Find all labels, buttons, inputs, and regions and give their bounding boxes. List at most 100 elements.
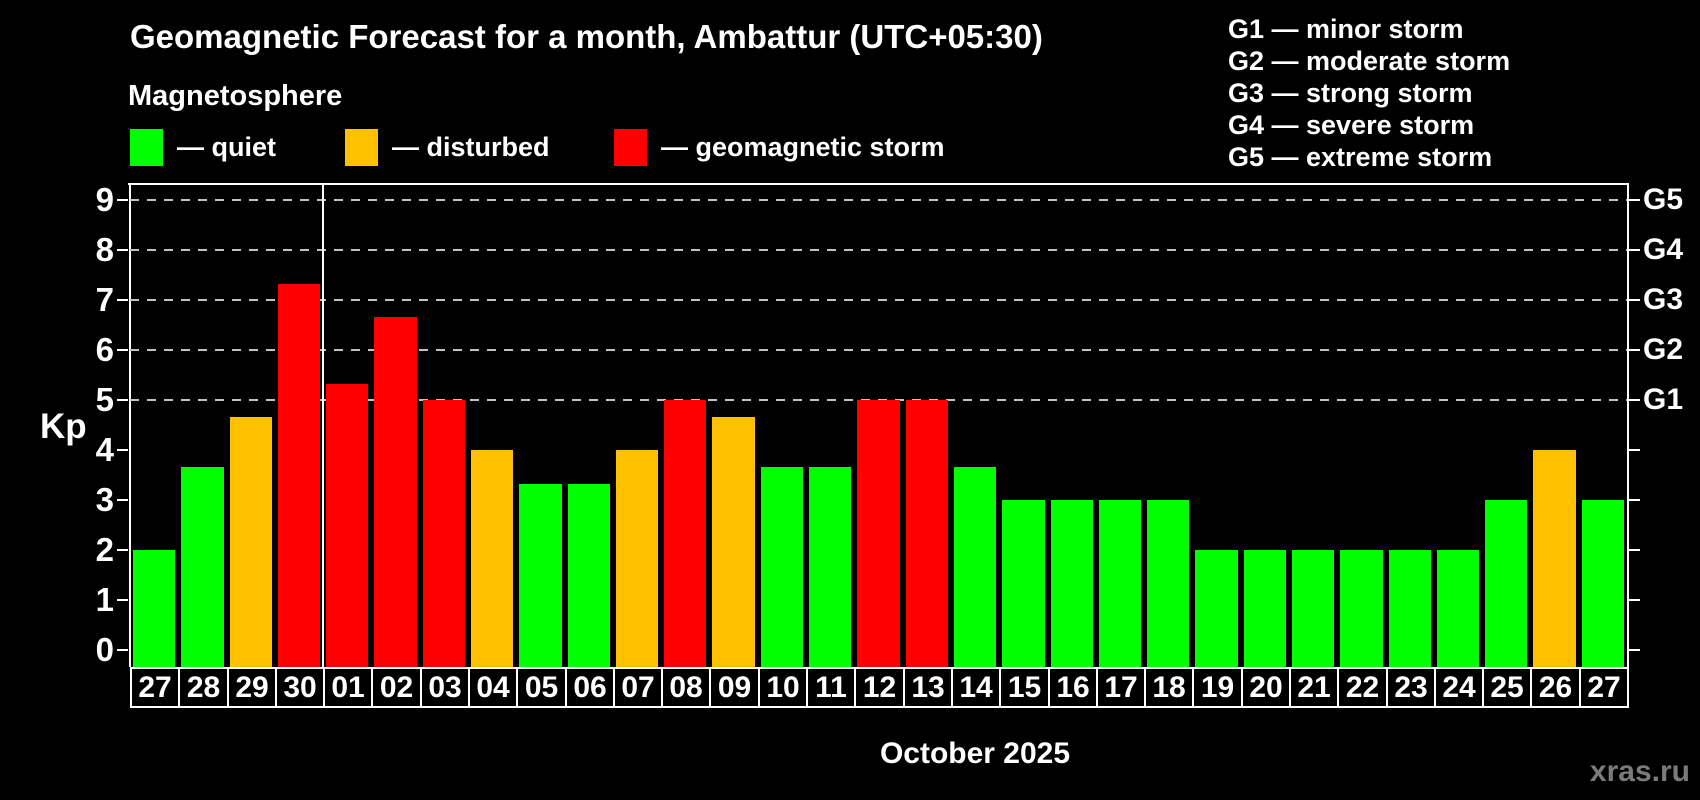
y-axis-tick-right-2 — [1629, 549, 1640, 551]
date-cell-16: 13 — [903, 667, 951, 708]
g-level-label-g4: G4 — [1643, 233, 1684, 266]
kp-bar-day-06 — [567, 483, 610, 667]
date-cell-30: 27 — [1579, 667, 1629, 708]
y-axis-label-1: 1 — [95, 581, 114, 618]
y-axis-tick-left-1 — [117, 599, 128, 601]
chart-subtitle: Magnetosphere — [128, 80, 343, 112]
storm-scale-item-g4: G4 — severe storm — [1228, 110, 1475, 140]
date-cell-20: 17 — [1096, 667, 1144, 708]
y-axis-tick-right-6 — [1629, 349, 1640, 351]
date-cell-2: 29 — [227, 667, 275, 708]
storm-scale-item-g3: G3 — strong storm — [1228, 78, 1473, 108]
date-cell-0: 27 — [130, 667, 178, 708]
y-axis-left — [129, 183, 131, 667]
storm-scale-item-g1: G1 — minor storm — [1228, 14, 1464, 44]
date-cell-10: 07 — [613, 667, 661, 708]
y-axis-label-2: 2 — [95, 531, 114, 568]
plot-top-border — [128, 183, 1629, 185]
date-cell-26: 23 — [1386, 667, 1434, 708]
y-axis-tick-right-9 — [1629, 199, 1640, 201]
date-cell-28: 25 — [1482, 667, 1530, 708]
date-cell-1: 28 — [178, 667, 227, 708]
kp-bar-day-19 — [1195, 550, 1238, 667]
storm-color-swatch-icon — [614, 128, 647, 166]
kp-bar-day-04 — [471, 450, 514, 667]
y-axis-label-9: 9 — [95, 181, 114, 218]
kp-bar-day-08 — [664, 400, 707, 667]
kp-bar-day-15 — [1002, 500, 1045, 667]
date-cell-5: 02 — [371, 667, 420, 708]
y-axis-tick-left-5 — [117, 399, 128, 401]
y-axis-tick-right-5 — [1629, 399, 1640, 401]
date-cell-9: 06 — [565, 667, 613, 708]
kp-bar-day-17 — [1098, 500, 1142, 667]
y-axis-tick-right-3 — [1629, 499, 1640, 501]
date-cell-4: 01 — [323, 667, 371, 708]
date-cell-12: 09 — [709, 667, 758, 708]
y-axis-tick-right-1 — [1629, 599, 1640, 601]
legend-label-quiet: — quiet — [177, 131, 276, 162]
legend-item-quiet: — quiet — [130, 128, 276, 166]
date-cell-3: 30 — [275, 667, 323, 708]
date-cell-27: 24 — [1434, 667, 1482, 708]
kp-bar-day-13 — [905, 400, 948, 667]
month-separator-line — [322, 183, 325, 667]
g-level-label-g1: G1 — [1643, 383, 1684, 416]
kp-bar-day-29 — [229, 416, 272, 667]
g-level-label-g2: G2 — [1643, 333, 1684, 366]
kp-bar-day-30 — [277, 283, 321, 667]
y-axis-tick-left-3 — [117, 499, 128, 501]
y-axis-label-0: 0 — [95, 631, 114, 668]
kp-bar-day-16 — [1050, 500, 1093, 667]
g-level-label-g5: G5 — [1643, 183, 1684, 216]
kp-bar-day-11 — [809, 466, 852, 667]
y-axis-tick-right-0 — [1629, 649, 1640, 651]
kp-bar-day-12 — [857, 400, 900, 667]
gridline-kp7 — [130, 299, 1627, 301]
legend-label-disturbed: — disturbed — [392, 131, 550, 162]
kp-bar-day-25 — [1485, 500, 1528, 667]
y-axis-label-5: 5 — [95, 381, 114, 418]
kp-bar-day-18 — [1147, 500, 1190, 667]
date-cell-22: 19 — [1192, 667, 1241, 708]
kp-bar-day-23 — [1388, 550, 1431, 667]
y-axis-tick-left-6 — [117, 349, 128, 351]
legend-item-disturbed: — disturbed — [345, 128, 550, 166]
date-cell-11: 08 — [661, 667, 709, 708]
gridline-kp8 — [130, 249, 1627, 251]
legend-label-storm: — geomagnetic storm — [661, 131, 945, 162]
plot-area: 0 1 2 3 4 5 6 7 8 9 G1 G2 G3 G4 G5 — [96, 181, 1683, 668]
date-cell-15: 12 — [854, 667, 903, 708]
kp-bar-day-01 — [326, 383, 369, 667]
y-axis-label-7: 7 — [95, 281, 114, 318]
y-axis-label-6: 6 — [95, 331, 114, 368]
kp-bar-day-27 — [1581, 500, 1624, 667]
y-axis-tick-left-7 — [117, 299, 128, 301]
date-cell-24: 21 — [1289, 667, 1337, 708]
date-cell-21: 18 — [1144, 667, 1192, 708]
date-cell-14: 11 — [806, 667, 854, 708]
gridline-kp6 — [130, 349, 1627, 351]
y-axis-right — [1627, 183, 1629, 667]
date-cell-23: 20 — [1241, 667, 1289, 708]
y-axis-tick-right-7 — [1629, 299, 1640, 301]
y-axis-tick-left-2 — [117, 549, 128, 551]
kp-bar-day-02 — [374, 316, 417, 667]
date-cell-25: 22 — [1337, 667, 1386, 708]
disturbed-color-swatch-icon — [345, 128, 378, 166]
date-cell-13: 10 — [758, 667, 806, 708]
quiet-color-swatch-icon — [130, 128, 163, 166]
y-axis-label-4: 4 — [95, 431, 114, 468]
date-cell-8: 05 — [516, 667, 565, 708]
y-axis-tick-right-4 — [1629, 449, 1640, 451]
kp-bar-day-28 — [181, 466, 224, 667]
kp-bar-day-21 — [1291, 550, 1335, 667]
y-axis-title: Kp — [40, 407, 87, 446]
storm-scale-item-g5: G5 — extreme storm — [1228, 142, 1493, 172]
y-axis-tick-left-0 — [117, 649, 128, 651]
y-axis-tick-left-4 — [117, 449, 128, 451]
storm-scale-item-g2: G2 — moderate storm — [1228, 46, 1511, 76]
kp-bar-day-22 — [1340, 550, 1383, 667]
y-axis-label-3: 3 — [95, 481, 114, 518]
